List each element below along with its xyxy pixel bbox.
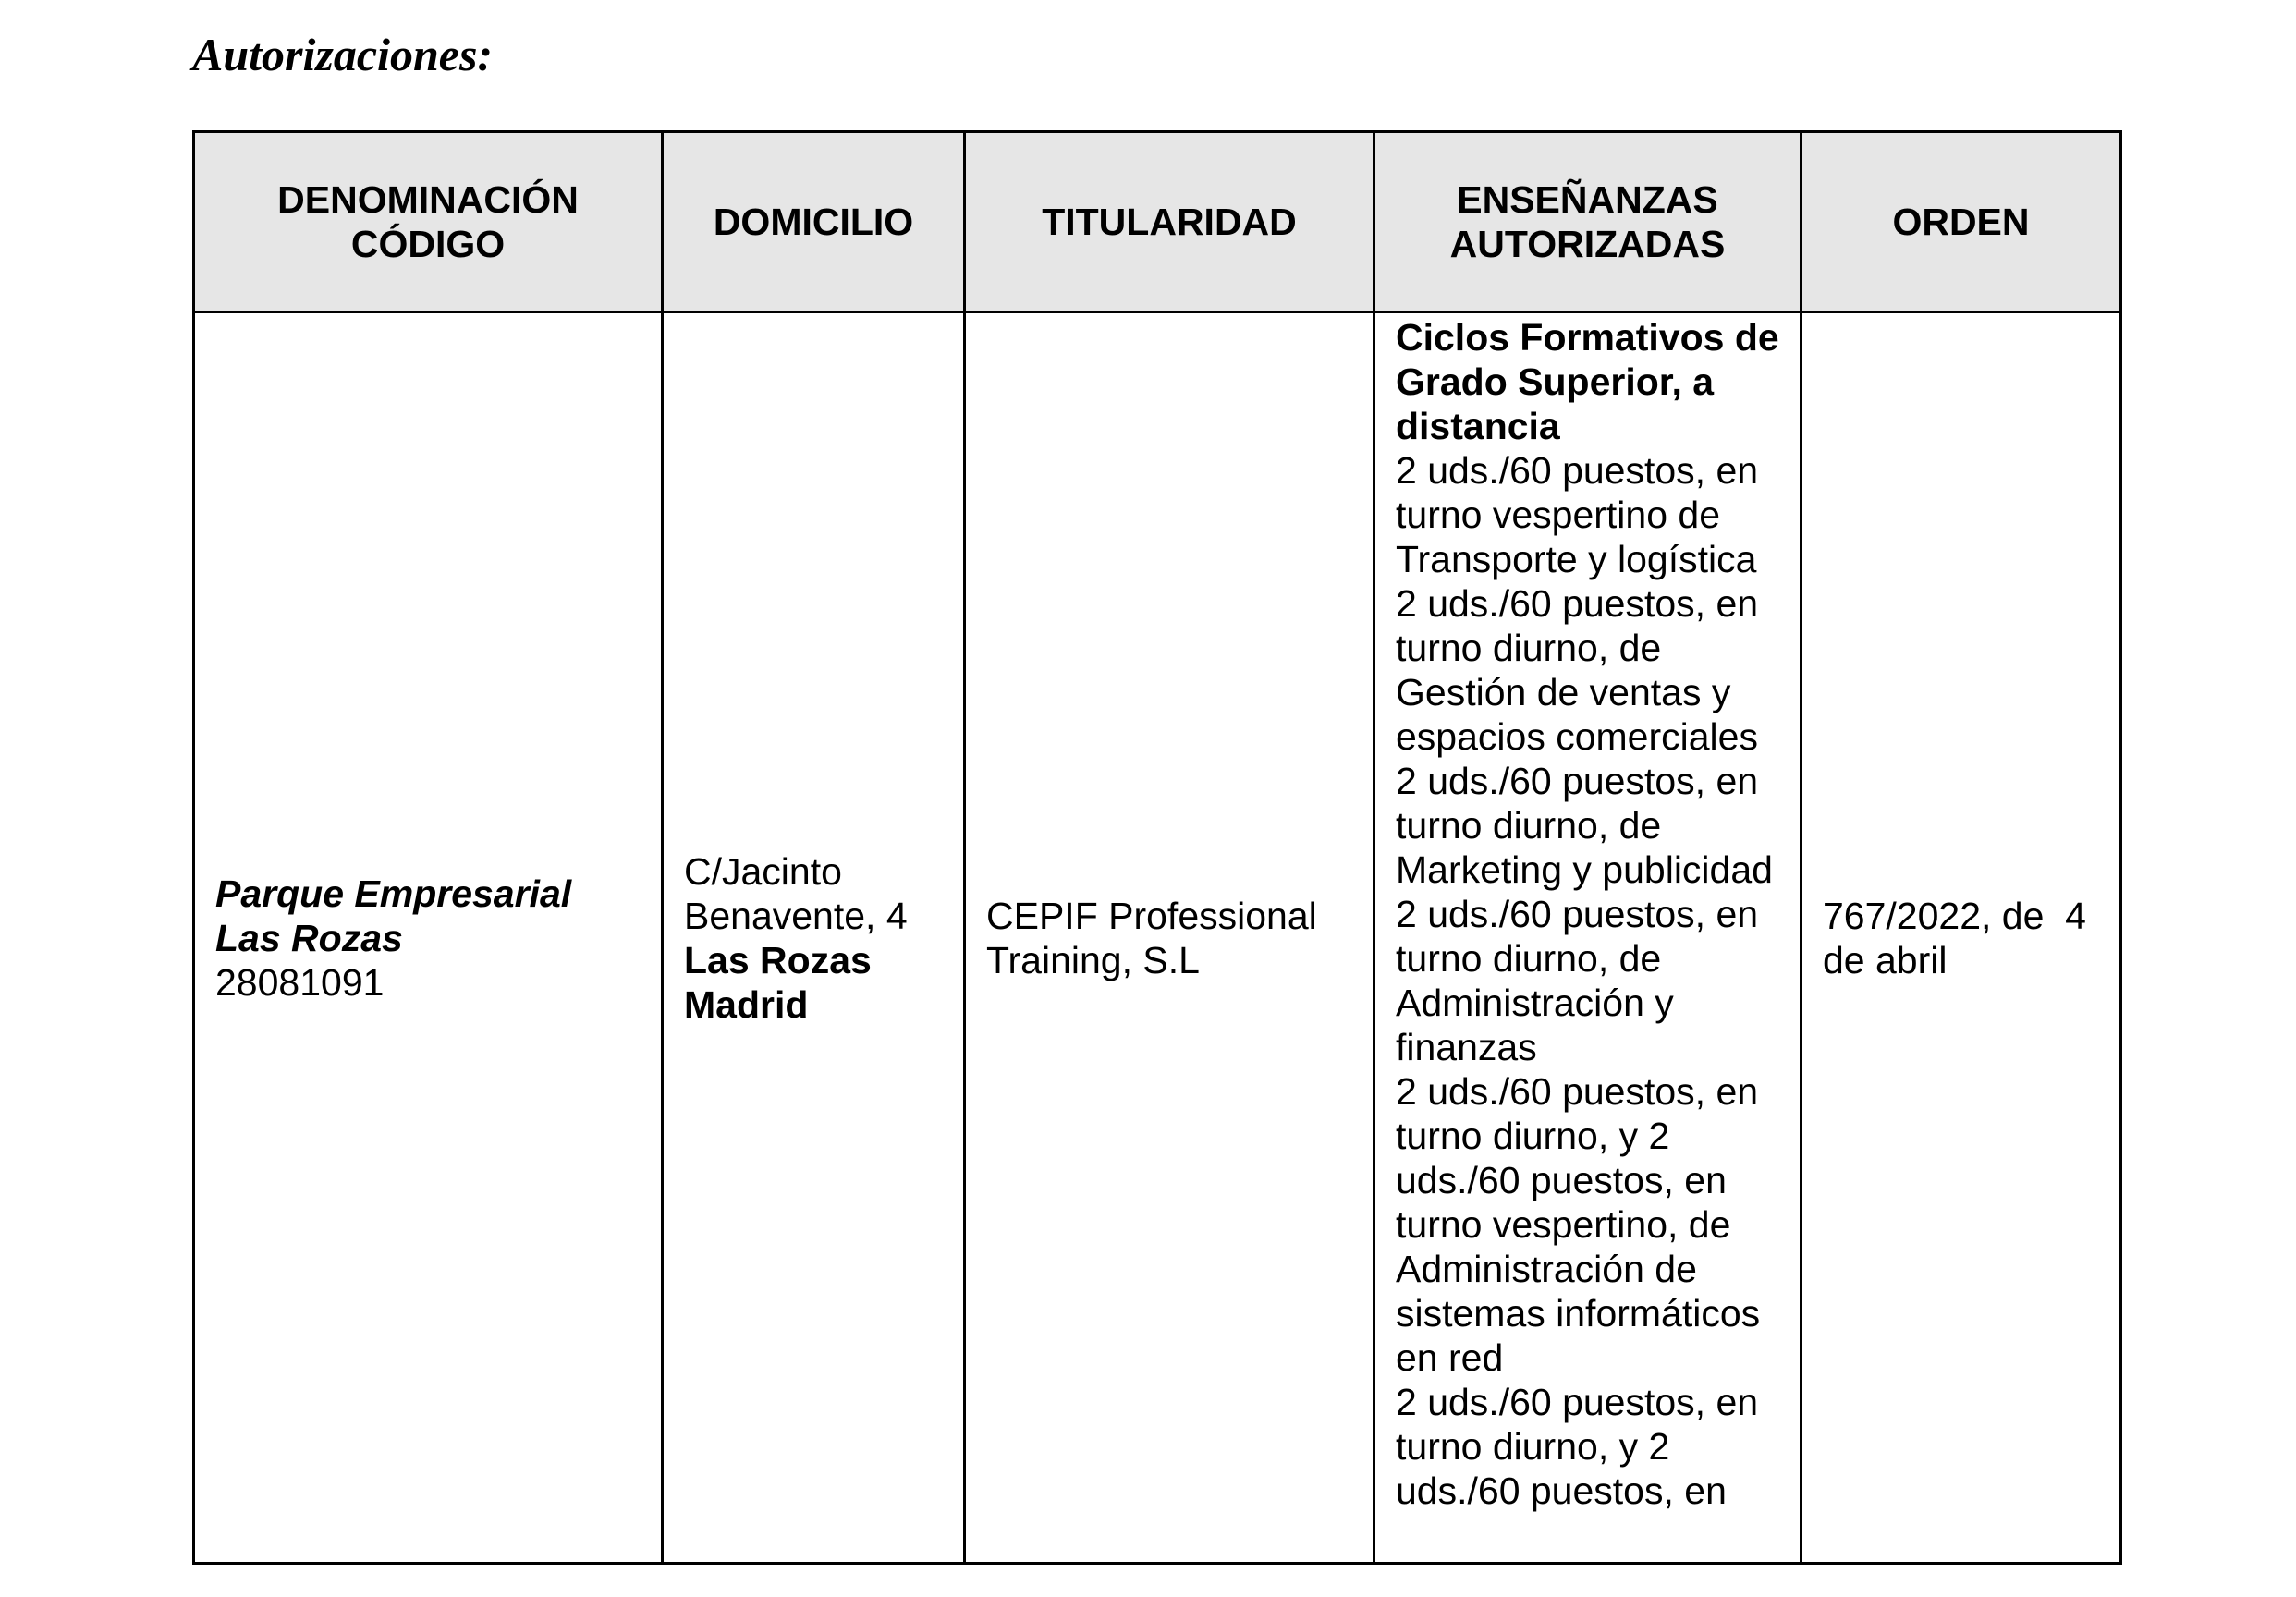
teaching-item: 2 uds./60 puestos, en turno diurno, y 2 … bbox=[1396, 1381, 1759, 1512]
header-text: AUTORIZADAS bbox=[1449, 223, 1726, 265]
teaching-item: 2 uds./60 puestos, en turno vespertino d… bbox=[1396, 449, 1759, 580]
center-code: 28081091 bbox=[215, 960, 385, 1004]
city: Las Rozas Madrid bbox=[684, 938, 872, 1026]
cell-denominacion: Parque Empresarial Las Rozas 28081091 bbox=[195, 313, 661, 1562]
header-cell: TITULARIDAD bbox=[966, 133, 1373, 313]
header-text: CÓDIGO bbox=[350, 223, 506, 265]
teaching-item: 2 uds./60 puestos, en turno diurno, de G… bbox=[1396, 582, 1759, 758]
header-cell: DENOMINACIÓN CÓDIGO bbox=[195, 133, 661, 313]
header-text: DENOMINACIÓN bbox=[277, 178, 579, 221]
table: DENOMINACIÓN CÓDIGO DOMICILIO TITULARIDA… bbox=[192, 130, 2122, 1565]
section-title: Autorizaciones: bbox=[192, 29, 494, 80]
header-text: TITULARIDAD bbox=[1042, 201, 1297, 243]
order: 767/2022, de 4 de abril bbox=[1823, 894, 2097, 981]
owner: CEPIF Professional Training, S.L bbox=[986, 894, 1317, 981]
column-border bbox=[963, 133, 966, 1562]
header-text: DOMICILIO bbox=[713, 201, 914, 243]
cell-ensenanzas: Ciclos Formativos de Grado Superior, a d… bbox=[1375, 313, 1800, 1562]
column-border bbox=[1373, 133, 1375, 1562]
column-border bbox=[1800, 133, 1802, 1562]
column-border bbox=[661, 133, 664, 1562]
cell-orden: 767/2022, de 4 de abril bbox=[1802, 313, 2119, 1562]
cell-domicilio: C/Jacinto Benavente, 4 Las Rozas Madrid bbox=[664, 313, 963, 1562]
cell-titularidad: CEPIF Professional Training, S.L bbox=[966, 313, 1373, 1562]
teaching-item: 2 uds./60 puestos, en turno diurno, de M… bbox=[1396, 760, 1773, 891]
teaching-item: 2 uds./60 puestos, en turno diurno, de A… bbox=[1396, 893, 1759, 1068]
header-cell: DOMICILIO bbox=[664, 133, 963, 313]
header-cell: ENSEÑANZAS AUTORIZADAS bbox=[1375, 133, 1800, 313]
teaching-item: 2 uds./60 puestos, en turno diurno, y 2 … bbox=[1396, 1070, 1761, 1379]
center-name: Parque Empresarial Las Rozas bbox=[215, 872, 572, 959]
teaching-heading: Ciclos Formativos de Grado Superior, a d… bbox=[1396, 316, 1779, 447]
header-text: ENSEÑANZAS bbox=[1457, 178, 1718, 221]
header-text: ORDEN bbox=[1892, 201, 2030, 243]
header-cell: ORDEN bbox=[1802, 133, 2119, 313]
street: C/Jacinto Benavente, 4 bbox=[684, 849, 908, 937]
